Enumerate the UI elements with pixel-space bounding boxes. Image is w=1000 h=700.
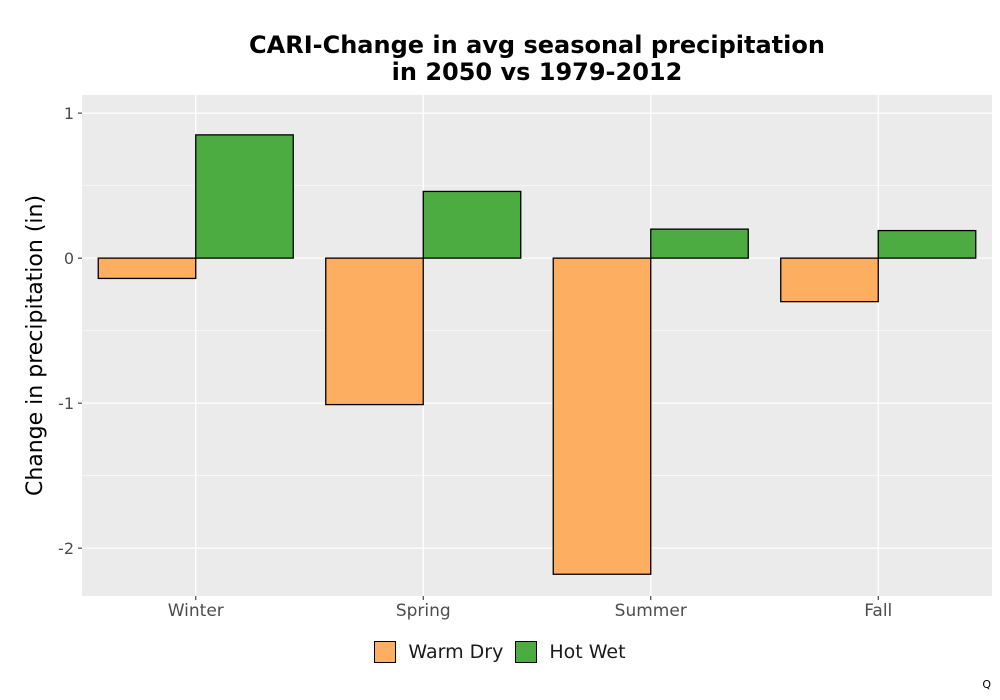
bar-hot-wet-summer — [650, 228, 749, 259]
footnote-mark: Q — [982, 678, 991, 691]
y-tick-label: -1 — [58, 394, 74, 413]
y-tick-label: -2 — [58, 539, 74, 558]
legend-swatch-hot-wet — [515, 641, 538, 663]
y-tick-label: 1 — [64, 104, 74, 123]
bar-hot-wet-spring — [422, 190, 522, 259]
x-tick-label-fall: Fall — [864, 601, 892, 621]
legend-item-warm-dry: Warm Dry — [374, 641, 503, 663]
x-tick-label-spring: Spring — [396, 601, 451, 621]
y-axis-label: Change in precipitation (in) — [23, 195, 48, 496]
chart-title-line-1: CARI-Change in avg seasonal precipitatio… — [249, 31, 825, 59]
bar-warm-dry-summer — [552, 257, 652, 575]
legend-item-hot-wet: Hot Wet — [515, 641, 626, 663]
legend-label-hot-wet: Hot Wet — [549, 641, 626, 663]
legend: Warm Dry Hot Wet — [0, 641, 1000, 663]
bar-hot-wet-winter — [195, 134, 294, 259]
bar-hot-wet-fall — [877, 229, 977, 259]
y-tick-label: 0 — [64, 249, 74, 268]
x-tick-label-winter: Winter — [168, 601, 224, 621]
bar-warm-dry-fall — [780, 257, 879, 303]
legend-swatch-warm-dry — [374, 641, 397, 663]
chart-title: CARI-Change in avg seasonal precipitatio… — [82, 32, 992, 86]
legend-label-warm-dry: Warm Dry — [408, 641, 504, 663]
bar-warm-dry-spring — [325, 257, 424, 406]
bar-warm-dry-winter — [97, 257, 197, 280]
chart-title-line-2: in 2050 vs 1979-2012 — [391, 58, 683, 86]
x-tick-label-summer: Summer — [615, 601, 687, 621]
